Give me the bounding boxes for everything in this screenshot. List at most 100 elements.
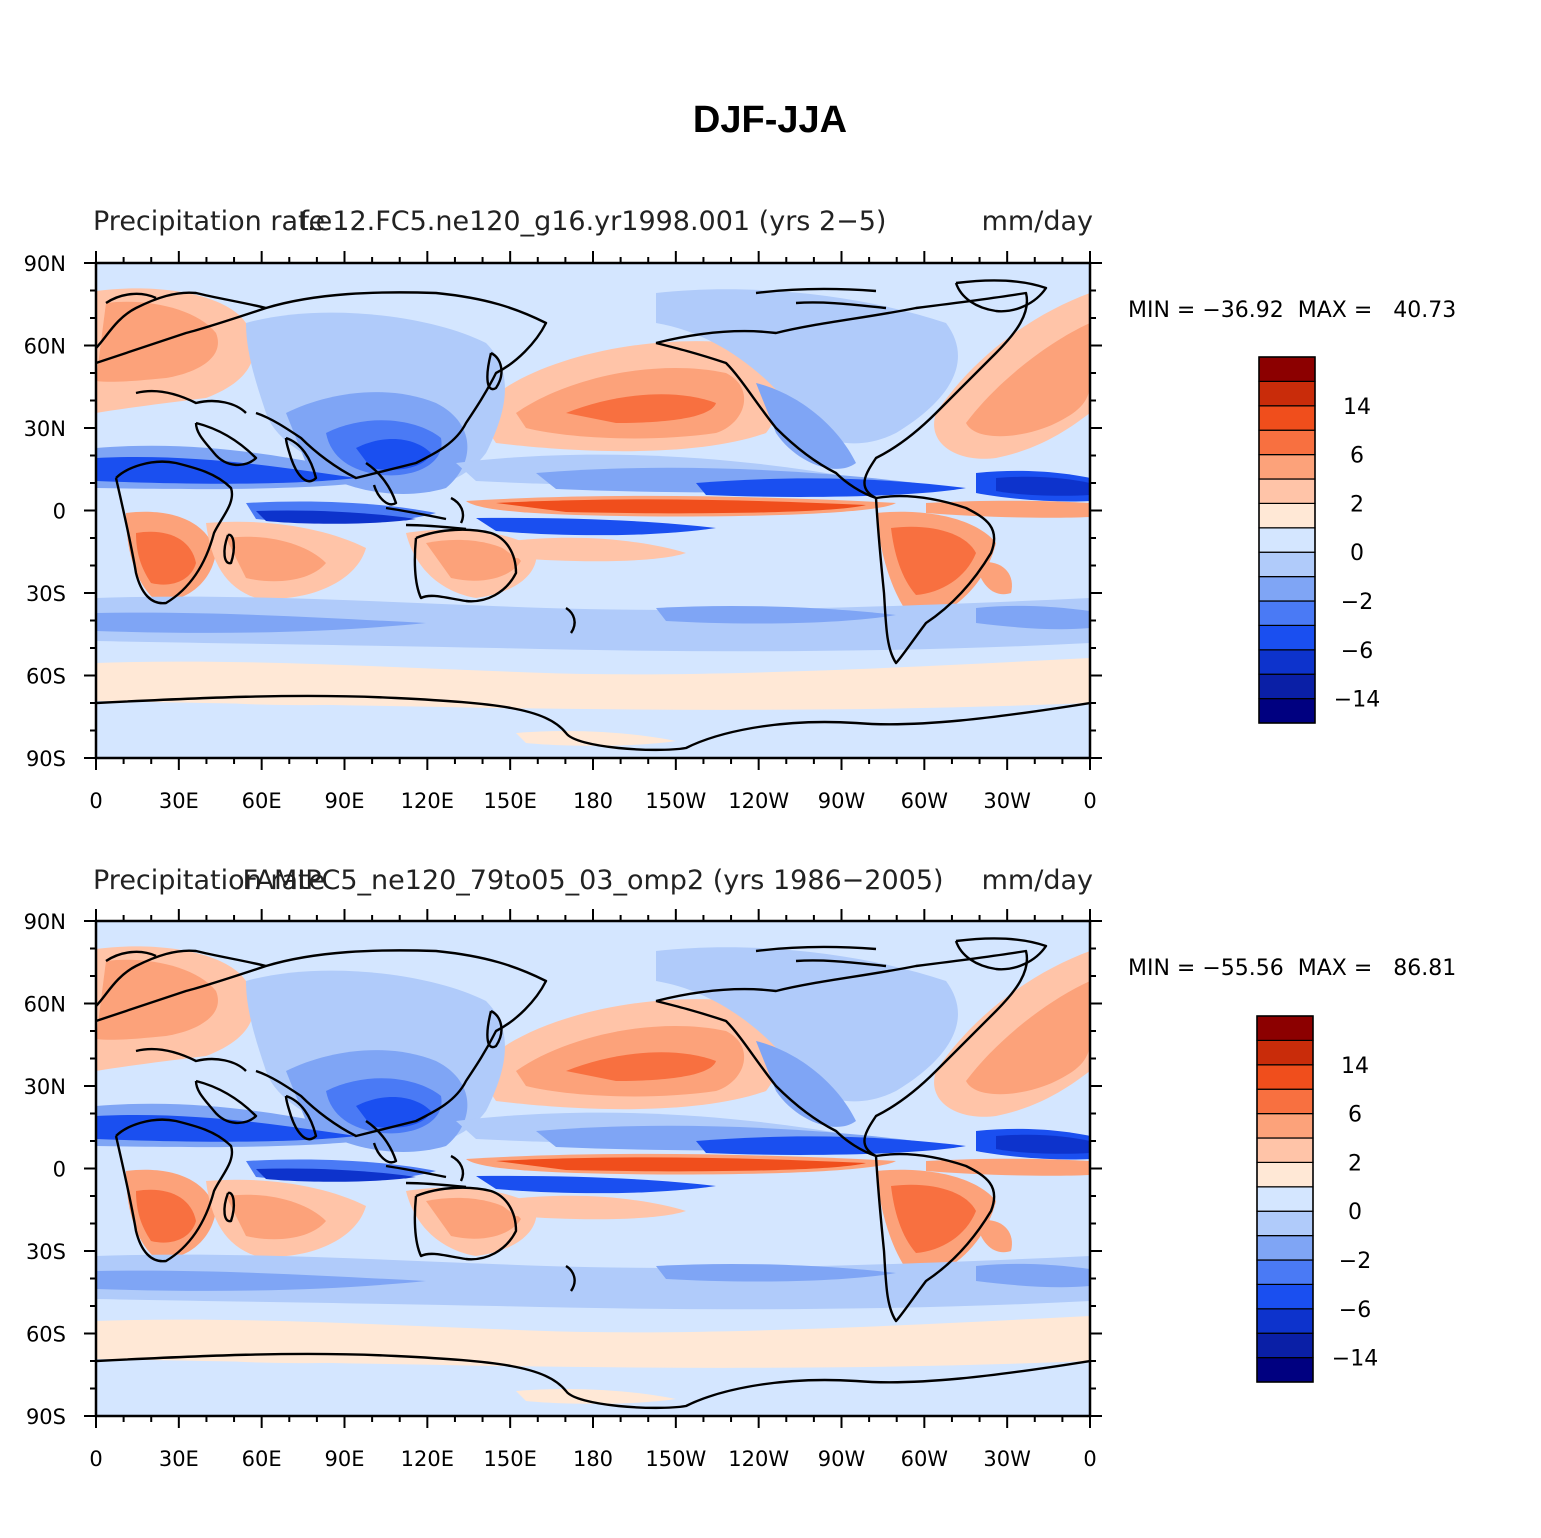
- left-label: Precipitation rate: [93, 206, 325, 237]
- x-tick-label: 90E: [325, 1447, 365, 1471]
- x-tick-label: 120E: [401, 1447, 454, 1471]
- colorbar: 14 6 2 0 −2 −6 −14: [1258, 356, 1380, 724]
- x-tick-label: 30E: [159, 1447, 199, 1471]
- colorbar-swatch: [1256, 1088, 1314, 1115]
- y-tick-label: 90N: [24, 910, 66, 934]
- colorbar: 14 6 2 0 −2 −6 −14: [1256, 1015, 1378, 1383]
- min-max-label: MIN = −36.92 MAX = 40.73: [1128, 298, 1456, 323]
- y-tick-label: 90S: [26, 1405, 66, 1429]
- colorbar-label: 14: [1341, 1054, 1369, 1079]
- colorbar-swatch: [1256, 1283, 1314, 1310]
- x-tick-label: 180: [573, 789, 613, 813]
- x-tick-label: 0: [1083, 1447, 1096, 1471]
- colorbar-swatch: [1256, 1064, 1314, 1090]
- colorbar-swatch: [1258, 356, 1316, 382]
- x-tick-label: 150W: [645, 1447, 706, 1471]
- y-axis: 90N 60N 30N 0 30S 60S 90S: [24, 910, 1102, 1429]
- colorbar-swatch: [1258, 429, 1316, 456]
- x-tick-label: 0: [1083, 789, 1096, 813]
- x-tick-label: 90E: [325, 789, 365, 813]
- colorbar-label: 0: [1348, 1200, 1362, 1225]
- y-tick-label: 60N: [24, 335, 66, 359]
- colorbar-swatch: [1258, 405, 1316, 431]
- x-tick-label: 0: [89, 1447, 102, 1471]
- colorbar-swatch: [1258, 478, 1316, 504]
- colorbar-swatch: [1256, 1308, 1314, 1334]
- figure-title: DJF-JJA: [693, 99, 847, 141]
- colorbar-swatch: [1256, 1332, 1314, 1359]
- x-tick-label: 60W: [901, 789, 949, 813]
- x-tick-label: 90W: [818, 1447, 866, 1471]
- x-tick-label: 120W: [728, 789, 789, 813]
- colorbar-swatch: [1258, 624, 1316, 651]
- x-axis: 0 30E 60E 90E 120E 150E 180 150W 120W 90W 60W 30W 0: [89, 251, 1097, 813]
- colorbar-swatch: [1258, 527, 1316, 553]
- colorbar-label: 14: [1343, 395, 1371, 420]
- map-field: [96, 921, 1090, 1416]
- colorbar-swatch: [1256, 1234, 1314, 1261]
- map-field: [96, 263, 1090, 758]
- colorbar-label: −2: [1341, 590, 1373, 615]
- colorbar-swatch: [1258, 649, 1316, 675]
- colorbar-swatch: [1258, 673, 1316, 700]
- colorbar-swatch: [1256, 1186, 1314, 1212]
- x-tick-label: 180: [573, 1447, 613, 1471]
- x-tick-label: 120W: [728, 1447, 789, 1471]
- colorbar-frame: [1258, 356, 1316, 724]
- colorbar-label: 0: [1350, 541, 1364, 566]
- colorbar-label: −6: [1341, 639, 1373, 664]
- y-tick-label: 90N: [24, 252, 66, 276]
- colorbar-swatch: [1258, 380, 1316, 407]
- x-tick-label: 60E: [242, 789, 282, 813]
- colorbar-swatch: [1256, 1137, 1314, 1163]
- x-tick-label: 150W: [645, 789, 706, 813]
- colorbar-frame: [1256, 1015, 1314, 1383]
- colorbar-swatch: [1258, 575, 1316, 602]
- colorbar-swatch: [1256, 1259, 1314, 1285]
- y-tick-label: 90S: [26, 747, 66, 771]
- x-tick-label: 0: [89, 789, 102, 813]
- y-tick-label: 60N: [24, 993, 66, 1017]
- y-tick-label: 30S: [26, 582, 66, 606]
- center-label: f.e12.FC5.ne120_g16.yr1998.001 (yrs 2−5): [300, 206, 887, 237]
- x-tick-label: 90W: [818, 789, 866, 813]
- x-tick-label: 30W: [983, 1447, 1031, 1471]
- panel-bottom: Precipitation rate FAMIPC5_ne120_79to05_…: [24, 865, 1457, 1471]
- colorbar-swatch: [1256, 1161, 1314, 1188]
- x-axis: 0 30E 60E 90E 120E 150E 180 150W 120W 90W 60W 30W 0: [89, 909, 1097, 1471]
- colorbar-label: 6: [1350, 444, 1364, 469]
- left-label: Precipitation rate: [93, 865, 325, 896]
- colorbar-label: −2: [1339, 1249, 1371, 1274]
- x-tick-label: 30E: [159, 789, 199, 813]
- x-tick-label: 60W: [901, 1447, 949, 1471]
- right-label: mm/day: [982, 865, 1093, 896]
- colorbar-label: −6: [1339, 1298, 1371, 1323]
- colorbar-swatch: [1256, 1039, 1314, 1066]
- right-label: mm/day: [982, 206, 1093, 237]
- x-tick-label: 150E: [483, 1447, 536, 1471]
- y-tick-label: 0: [53, 500, 66, 524]
- colorbar-swatch: [1256, 1210, 1314, 1237]
- y-tick-label: 30N: [24, 1075, 66, 1099]
- colorbar-swatch: [1258, 697, 1316, 724]
- panel-top: Precipitation rate f.e12.FC5.ne120_g16.y…: [24, 206, 1457, 813]
- y-tick-label: 30S: [26, 1240, 66, 1264]
- colorbar-swatch: [1256, 1015, 1314, 1041]
- x-tick-label: 60E: [242, 1447, 282, 1471]
- y-tick-label: 30N: [24, 417, 66, 441]
- center-label: FAMIPC5_ne120_79to05_03_omp2 (yrs 1986−2…: [242, 865, 943, 896]
- colorbar-swatch: [1258, 454, 1316, 480]
- colorbar-swatch: [1256, 1356, 1314, 1383]
- colorbar-label: −14: [1334, 688, 1380, 713]
- colorbar-label: −14: [1332, 1347, 1378, 1372]
- y-tick-label: 60S: [26, 1323, 66, 1347]
- x-tick-label: 120E: [401, 789, 454, 813]
- colorbar-swatch: [1258, 551, 1316, 578]
- colorbar-label: 2: [1348, 1151, 1362, 1176]
- colorbar-swatch: [1256, 1112, 1314, 1139]
- colorbar-label: 6: [1348, 1103, 1362, 1128]
- y-tick-label: 60S: [26, 665, 66, 689]
- colorbar-swatch: [1258, 502, 1316, 529]
- y-tick-label: 0: [53, 1158, 66, 1182]
